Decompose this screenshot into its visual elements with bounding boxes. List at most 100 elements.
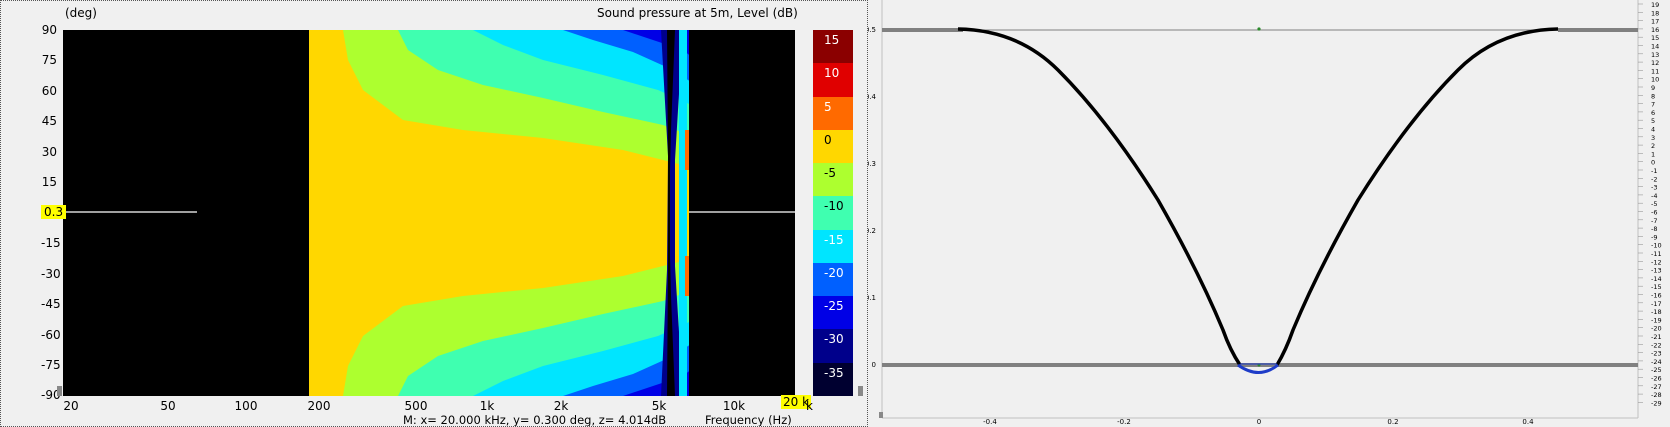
geometry-panel[interactable]: 0.5 0.4 0.3 0.2 0.1 0 -0.4 -0.2 0 0.2 0.…	[868, 0, 1670, 427]
y-tick: -60	[41, 328, 61, 342]
colorbar-label: -10	[824, 199, 844, 214]
plot-title: Sound pressure at 5m, Level (dB)	[597, 6, 798, 20]
scale-label: -29	[1651, 399, 1662, 407]
scale-label: -18	[1651, 308, 1662, 316]
colorbar-segment	[813, 296, 853, 330]
scale-label: -16	[1651, 292, 1662, 300]
scale-label: -11	[1651, 250, 1662, 258]
marker-readout: M: x= 20.000 kHz, y= 0.300 deg, z= 4.014…	[403, 413, 667, 427]
x-tick: 10k	[722, 399, 746, 413]
scale-label: 5	[1651, 117, 1655, 125]
scale-label: -6	[1651, 209, 1657, 217]
scale-label: 4	[1651, 126, 1655, 134]
y-tick: -90	[41, 388, 61, 402]
geo-y-tick: 0.5	[868, 26, 876, 34]
colorbar-label: 10	[824, 66, 840, 81]
x-tick: 100	[234, 399, 258, 413]
colorbar-segment	[813, 262, 853, 297]
diaphragm-dome	[1237, 363, 1279, 374]
directivity-map[interactable]	[63, 30, 795, 396]
colorbar-label: -15	[824, 232, 844, 247]
geo-y-tick: 0	[872, 361, 876, 369]
y-tick: 45	[41, 114, 57, 128]
x-cursor-tail: k	[806, 399, 813, 413]
colorbar-label: -20	[824, 265, 844, 280]
scale-label: 9	[1651, 84, 1655, 92]
scale-label: -10	[1651, 242, 1662, 250]
notch-core	[667, 30, 675, 396]
x-cursor-value[interactable]: 20 k	[781, 395, 812, 409]
scale-label: -23	[1651, 350, 1662, 358]
x-tick: 1k	[479, 399, 495, 413]
colorbar	[813, 30, 853, 397]
scale-label: -26	[1651, 375, 1662, 383]
scale-label: -3	[1651, 184, 1657, 192]
scale-label: 19	[1651, 1, 1659, 9]
scale-label: -25	[1651, 366, 1662, 374]
geo-x-tick: 0.4	[1522, 418, 1534, 426]
y-tick: -15	[41, 236, 61, 250]
x-axis-title: Frequency (Hz)	[705, 413, 792, 427]
scale-label: -1	[1651, 167, 1657, 175]
scale-label: -24	[1651, 358, 1662, 366]
geo-y-tick: 0.1	[868, 294, 876, 302]
geo-x-tick: -0.4	[983, 418, 997, 426]
geo-y-tick: 0.4	[868, 93, 877, 101]
waveguide-profile[interactable]: 0.5 0.4 0.3 0.2 0.1 0 -0.4 -0.2 0 0.2 0.…	[868, 0, 1670, 427]
x-tick: 50	[160, 399, 176, 413]
polar-map-panel[interactable]: (deg) Sound pressure at 5m, Level (dB)	[0, 0, 868, 427]
scale-label: -21	[1651, 333, 1662, 341]
y-tick: 15	[41, 175, 57, 189]
scale-label: 3	[1651, 134, 1655, 142]
notch-band	[661, 30, 683, 396]
x-tick: 2k	[553, 399, 569, 413]
y-tick: -45	[41, 297, 61, 311]
scale-label: 10	[1651, 76, 1659, 84]
scale-label: 6	[1651, 109, 1655, 117]
scale-label: -14	[1651, 275, 1662, 283]
scale-label: 16	[1651, 26, 1659, 34]
x-tick: 5k	[651, 399, 667, 413]
scale-label: -2	[1651, 175, 1657, 183]
colorbar-segment	[813, 196, 853, 231]
scale-label: 8	[1651, 92, 1655, 100]
colorbar-scroll-handle[interactable]	[858, 386, 863, 396]
colorbar-segment	[813, 229, 853, 264]
scale-label: -7	[1651, 217, 1657, 225]
scale-label: 15	[1651, 34, 1659, 42]
colorbar-label: 15	[824, 33, 840, 47]
scale-label: -4	[1651, 192, 1657, 200]
y-tick: 60	[41, 84, 57, 98]
colorbar-segment	[813, 63, 853, 98]
colorbar-label: 0	[824, 132, 832, 147]
y-tick: 30	[41, 145, 57, 159]
scale-label: -28	[1651, 391, 1662, 399]
scale-label: 18	[1651, 9, 1659, 17]
colorbar-segment	[813, 96, 853, 131]
scale-label: 14	[1651, 43, 1659, 51]
y-cursor-value[interactable]: 0.3	[41, 205, 67, 219]
x-tick: 500	[404, 399, 428, 413]
scale-label: 12	[1651, 59, 1659, 67]
scale-label: 1	[1651, 150, 1655, 158]
x-tick: 20	[63, 399, 79, 413]
high-freq-black	[689, 30, 795, 396]
y-scroll-handle[interactable]	[57, 386, 62, 396]
scale-label: 13	[1651, 51, 1659, 59]
scale-label: -9	[1651, 233, 1657, 241]
colorbar-segment	[813, 129, 853, 164]
geo-y-tick: 0.2	[868, 227, 876, 235]
scale-label: -13	[1651, 267, 1662, 275]
colorbar-label: -25	[824, 299, 844, 314]
scale-label: -15	[1651, 283, 1662, 291]
scale-label: -19	[1651, 316, 1662, 324]
scale-label: 17	[1651, 18, 1659, 26]
geo-x-tick: 0	[1257, 418, 1261, 426]
geo-scroll-handle[interactable]	[879, 412, 883, 418]
y-tick: -75	[41, 358, 61, 372]
scale-label: -5	[1651, 200, 1657, 208]
horn-profile-right	[1275, 27, 1559, 366]
y-tick: 75	[41, 53, 57, 67]
scale-label: 2	[1651, 142, 1655, 150]
scale-label: 0	[1651, 159, 1655, 167]
